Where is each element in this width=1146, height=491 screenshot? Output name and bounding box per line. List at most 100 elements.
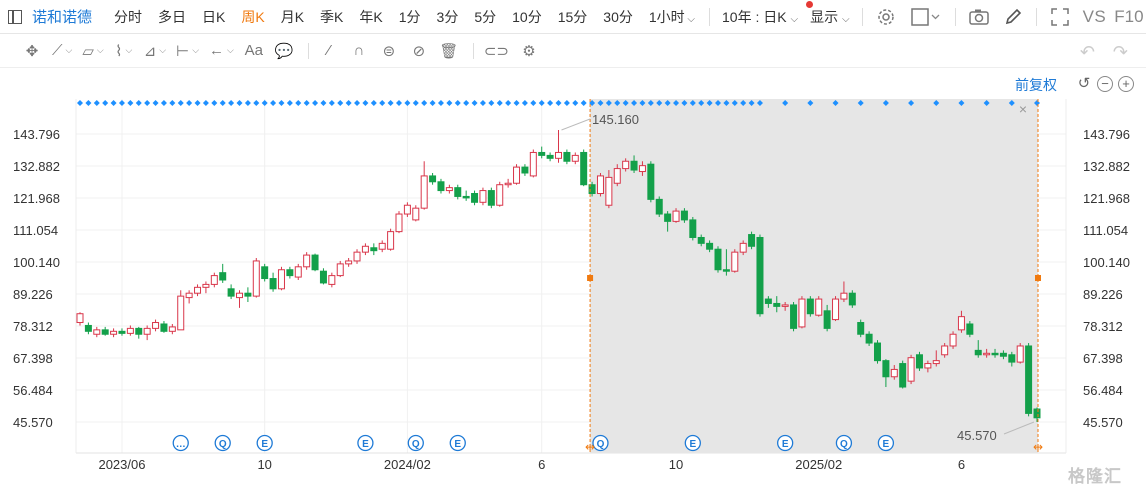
dividend-dot [328,100,335,106]
period-tab[interactable]: 分时 [114,8,143,25]
x-tick-label: 6 [958,457,965,472]
candle-body [479,190,487,203]
period-tab[interactable]: 30分 [603,8,633,25]
display-select[interactable]: 显示 ⌵ [804,0,855,27]
event-marker-label: … [176,439,186,450]
period-tab[interactable]: 5分 [474,8,497,25]
period-tab[interactable]: 10分 [512,8,542,25]
y-tick-label: 78.312 [1083,319,1123,334]
undo-icon[interactable]: ↶ [1079,42,1095,62]
candle-body [370,247,378,252]
vs-compare-button[interactable]: VS [1082,6,1107,26]
dividend-dot [740,100,747,106]
candle-body [378,242,386,250]
note-icon[interactable]: 💬 [274,42,294,60]
redo-icon[interactable]: ↷ [1112,42,1128,62]
dividend-dot [152,100,159,106]
settings-icon[interactable] [876,7,896,27]
period-tab[interactable]: 年K [359,8,383,25]
settings-icon[interactable]: ⚙ [522,42,536,60]
price-adjust-select[interactable]: 前复权 [1015,77,1057,93]
move-icon[interactable]: ✥ [25,42,39,60]
period-tab[interactable]: 日K [202,8,226,25]
candle-body [538,151,546,156]
camera-icon[interactable] [968,7,989,27]
line-icon[interactable]: ⟋ [52,41,72,61]
range-select[interactable]: 10年 : 日K ⌵ [716,7,804,27]
candle-body [890,368,898,378]
dividend-dot [782,100,789,106]
fib-icon[interactable]: ⊿ [144,41,166,61]
arrow-icon[interactable]: ← [209,41,234,61]
period-tab[interactable]: 月K [280,8,305,25]
measure-icon[interactable]: ⊢ [176,41,199,61]
event-marker [592,434,609,452]
fullscreen-icon[interactable] [1050,7,1070,27]
range-select-label: 10年 : 日K [722,8,787,25]
selection-handle [587,275,594,281]
dividend-dot [135,100,142,106]
candle-body [874,342,881,362]
candle-body [236,292,243,299]
zoom-out-icon[interactable]: − [1097,76,1113,92]
wave-icon[interactable]: ⌇ [114,41,134,61]
channel-icon[interactable]: ▱ [82,41,103,61]
period-tab[interactable]: 周K [241,8,265,25]
y-tick-label: 56.484 [1083,383,1123,398]
event-marker [877,434,895,452]
layout-icon[interactable] [910,7,942,27]
candle-body [672,210,680,222]
dividend-dot [127,100,134,106]
dividend-dot [421,100,428,106]
link-icon[interactable]: ⊂⊃ [483,42,509,60]
candle-body [76,313,84,324]
event-marker-label: Q [219,439,227,450]
candle-body [429,175,437,183]
x-tick-label: 2023/06 [98,457,145,472]
dividend-dot [337,100,344,106]
pen-icon[interactable] [1003,7,1023,27]
high-price-label: 145.160 [592,112,639,127]
candle-body [454,187,462,197]
hide-icon[interactable]: ⊘ [412,42,426,60]
magnet-icon[interactable]: ∩ [353,42,365,59]
candle-body [168,326,176,332]
zoom-controls: ↺ − + [1076,76,1134,92]
text-tool[interactable]: Aa [244,42,264,59]
dividend-dot [370,100,377,106]
candlestick-chart[interactable]: 143.796 132.882 121.968 111.054 100.140 89.22… [0,68,1146,491]
period-tab[interactable]: 多日 [158,8,187,25]
candle-body [1033,408,1041,419]
dividend-dot [756,100,763,106]
dividend-dot [85,100,92,106]
period-tab[interactable]: 15分 [557,8,588,25]
period-tab[interactable]: 季K [320,8,344,25]
dividend-dot [681,100,688,106]
candle-body [194,286,202,294]
selection-handle [1035,275,1041,281]
eraser-icon[interactable]: ⁄ [327,42,331,59]
selection-drag-handle: ⇹ [1033,440,1043,454]
delete-icon[interactable]: 🗑 [439,42,459,60]
dividend-dot [673,100,680,106]
x-tick-label: 2024/02 [384,457,431,472]
toolbar-divider [861,7,863,26]
dividend-dot [186,100,193,106]
candle-body [261,266,269,280]
dividend-dot [303,100,310,106]
zoom-in-icon[interactable]: + [1118,76,1134,92]
period-tab[interactable]: 1小时 [641,7,703,27]
period-tab[interactable]: 3分 [436,8,459,25]
candle-body [471,193,479,203]
f10-button[interactable]: F10 [1114,6,1144,26]
candle-body [160,323,168,332]
reset-icon[interactable]: ↺ [1077,75,1091,92]
candle-body [806,298,814,315]
stock-name[interactable]: 诺和诺德 [32,9,93,26]
sync-icon[interactable]: ⊜ [382,42,396,60]
period-tab[interactable]: 1分 [398,8,421,25]
toolbar-divider [307,42,309,59]
y-tick-label: 143.796 [1083,127,1130,142]
sidebar-toggle-icon[interactable] [8,9,22,24]
